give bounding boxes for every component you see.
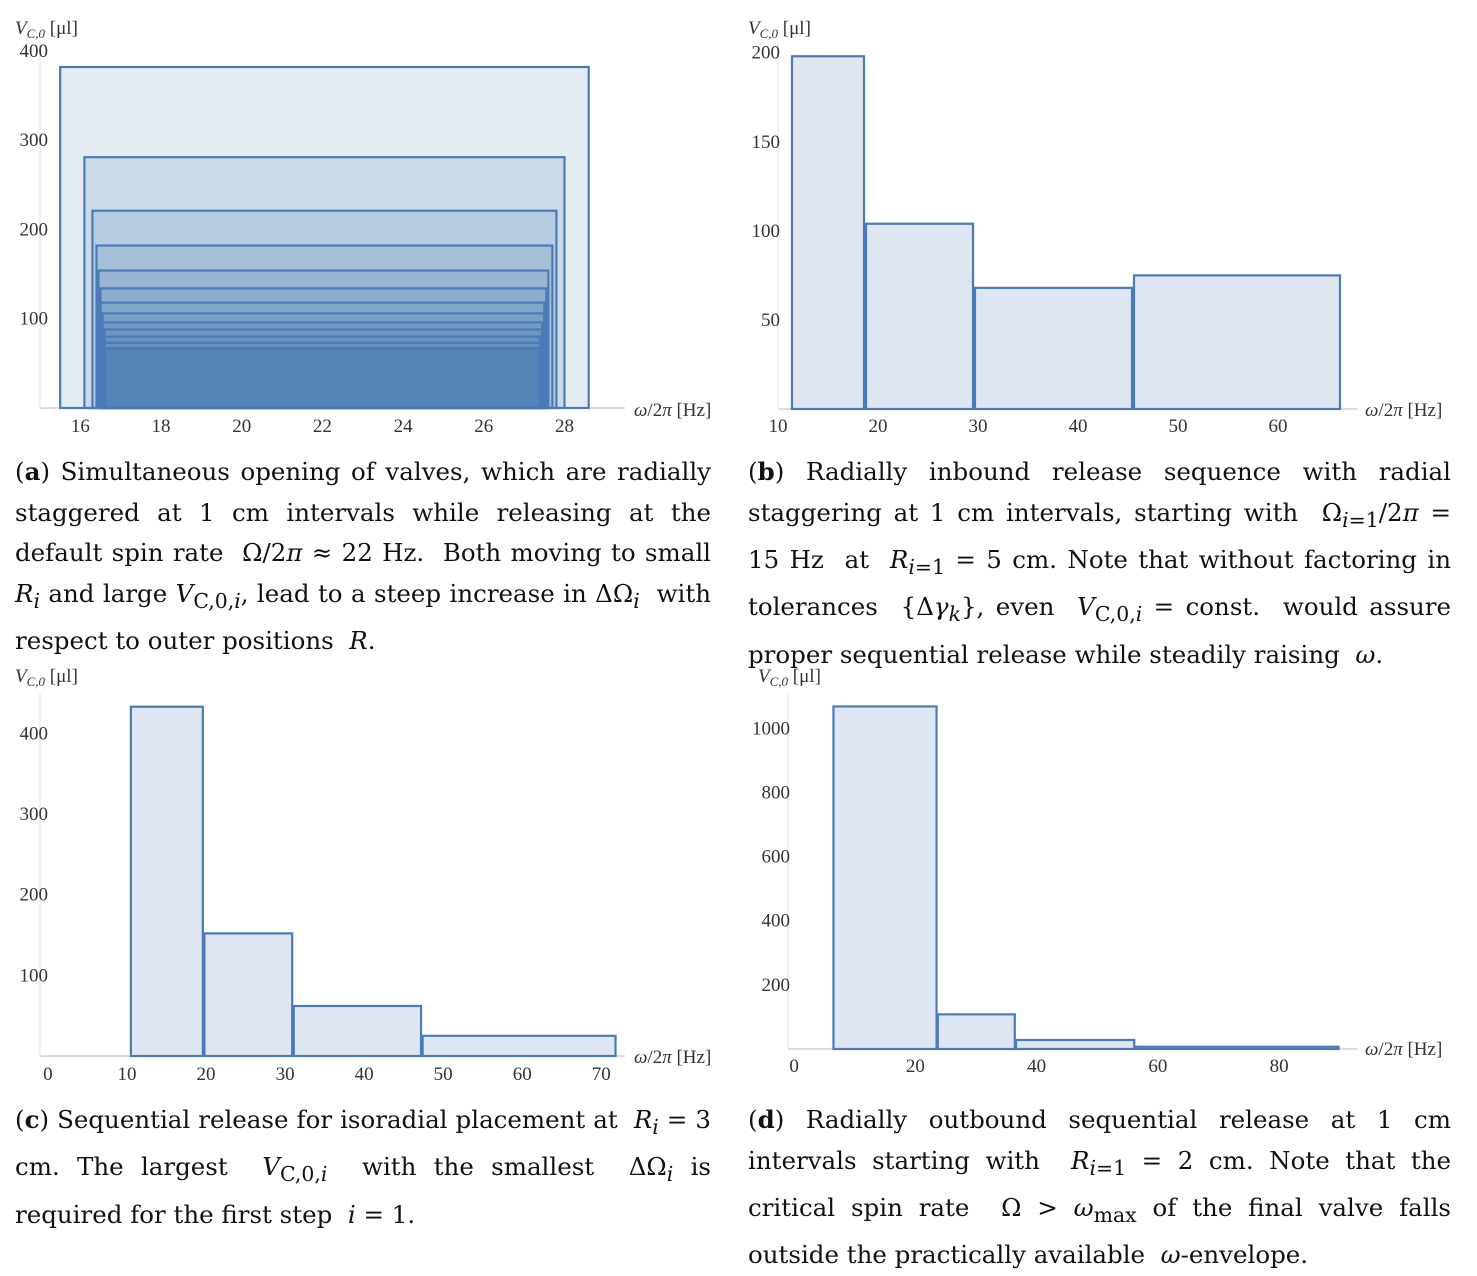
- chart-d-xlabel: ω/2π [Hz]: [1365, 1039, 1442, 1060]
- caption-d: (d) Radially outbound sequential release…: [748, 1105, 1451, 1270]
- chart-c-bar-4: [421, 1034, 617, 1058]
- chart-a-bar-4: [95, 244, 554, 410]
- chart-b-ytick: 100: [752, 221, 781, 242]
- caption-c-letter: c: [24, 1105, 40, 1134]
- chart-c-xtick: 20: [197, 1064, 216, 1085]
- chart-a-ylabel: VC,0 [μl]: [15, 18, 78, 41]
- chart-c-xtick: 30: [276, 1064, 295, 1085]
- chart-c-xtick: 60: [513, 1064, 532, 1085]
- chart-a-dense-fill: [104, 348, 541, 408]
- chart-d-xtick: 40: [1027, 1056, 1046, 1077]
- chart-d-xtick: 80: [1270, 1056, 1289, 1077]
- chart-c-xtick: 10: [117, 1064, 136, 1085]
- chart-c-ylabel: VC,0 [μl]: [15, 666, 78, 689]
- chart-a-xtick: 22: [313, 416, 332, 437]
- chart-d-ytick: 400: [762, 911, 791, 932]
- chart-b-xlabel: ω/2π [Hz]: [1365, 400, 1442, 421]
- chart-a-ytick: 300: [20, 130, 49, 151]
- chart-c-bar-1: [129, 705, 204, 1058]
- chart-b-xtick: 50: [1169, 416, 1188, 437]
- chart-c-ytick: 400: [20, 723, 49, 744]
- chart-a-ytick: 200: [20, 219, 49, 240]
- chart-c-xtick: 40: [355, 1064, 374, 1085]
- chart-a-xtick: 18: [152, 416, 171, 437]
- chart-c-bar-3: [292, 1004, 423, 1058]
- chart-c-bar-2: [203, 932, 294, 1058]
- chart-c-xlabel: ω/2π [Hz]: [634, 1047, 711, 1068]
- chart-a-bar-2: [83, 156, 566, 410]
- chart-a-xlabel: ω/2π [Hz]: [634, 400, 711, 421]
- chart-d: VC,0 [μl] 0 20 40 60 80 200 400 600 800 1000 ω/2π…: [752, 666, 1442, 1077]
- chart-a-xtick: 16: [71, 416, 90, 437]
- caption-c: (c) Sequential release for isoradial pla…: [15, 1105, 711, 1229]
- chart-a: VC,0 [μl] 16 18 20 22 24 26 28 100 200 300 400 ω/2…: [15, 18, 711, 437]
- chart-d-ytick: 200: [762, 975, 791, 996]
- chart-b-xtick: 10: [769, 416, 788, 437]
- chart-d-bar-4: [1134, 1045, 1340, 1051]
- chart-b-bar-2: [864, 222, 975, 411]
- chart-c-xtick: 50: [434, 1064, 453, 1085]
- chart-d-xtick: 60: [1148, 1056, 1167, 1077]
- caption-a-letter: a: [24, 457, 41, 486]
- chart-b-xtick: 60: [1269, 416, 1288, 437]
- chart-d-ytick: 1000: [752, 718, 790, 739]
- chart-a-bar-3: [91, 209, 558, 410]
- chart-b-ytick: 150: [752, 132, 781, 153]
- chart-c-ytick: 100: [20, 965, 49, 986]
- chart-a-bar-7: [99, 301, 546, 410]
- chart-b-bar-4: [1132, 274, 1342, 411]
- chart-c-xtick: 0: [43, 1064, 53, 1085]
- chart-a-ytick: 400: [20, 41, 49, 62]
- chart-c: VC,0 [μl] 0 10 20 30 40 50 60 70 100 200 300 400 ω/…: [15, 666, 711, 1085]
- chart-c-ytick: 300: [20, 804, 49, 825]
- chart-a-bar-5: [97, 269, 550, 410]
- chart-b-bar-3: [973, 286, 1134, 411]
- chart-d-ytick: 800: [762, 782, 791, 803]
- caption-d-letter: d: [757, 1105, 775, 1134]
- chart-b-bar-1: [790, 55, 866, 411]
- chart-a-ytick: 100: [20, 309, 49, 330]
- chart-c-ytick: 200: [20, 885, 49, 906]
- chart-b-xtick: 40: [1069, 416, 1088, 437]
- chart-d-xtick: 20: [906, 1056, 925, 1077]
- chart-d-bar-1: [832, 705, 938, 1051]
- chart-b: VC,0 [μl] 10 20 30 40 50 60 50 100 150 200 ω/2π […: [748, 18, 1442, 437]
- chart-d-ytick: 600: [762, 847, 791, 868]
- chart-b-xtick: 20: [869, 416, 888, 437]
- chart-a-bar-13: [103, 347, 542, 410]
- chart-a-bar-1: [59, 65, 590, 410]
- caption-b: (b) Radially inbound release sequence wi…: [748, 457, 1452, 669]
- caption-b-letter: b: [757, 457, 775, 486]
- chart-a-xtick: 20: [232, 416, 251, 437]
- chart-d-bar-2: [936, 1013, 1016, 1051]
- chart-d-bar-3: [1014, 1038, 1136, 1051]
- chart-b-ytick: 50: [761, 310, 780, 331]
- chart-a-xtick: 28: [555, 416, 574, 437]
- chart-a-xtick: 24: [394, 416, 414, 437]
- chart-b-xtick: 30: [969, 416, 988, 437]
- chart-c-xtick: 70: [592, 1064, 611, 1085]
- chart-b-ylabel: VC,0 [μl]: [748, 18, 811, 41]
- chart-b-ytick: 200: [752, 43, 781, 64]
- chart-a-bar-12: [103, 341, 542, 410]
- chart-a-xtick: 26: [474, 416, 493, 437]
- chart-d-xtick: 0: [789, 1056, 799, 1077]
- chart-d-ylabel: VC,0 [μl]: [758, 666, 821, 689]
- caption-a: (a) Simultaneous opening of valves, whic…: [15, 457, 711, 655]
